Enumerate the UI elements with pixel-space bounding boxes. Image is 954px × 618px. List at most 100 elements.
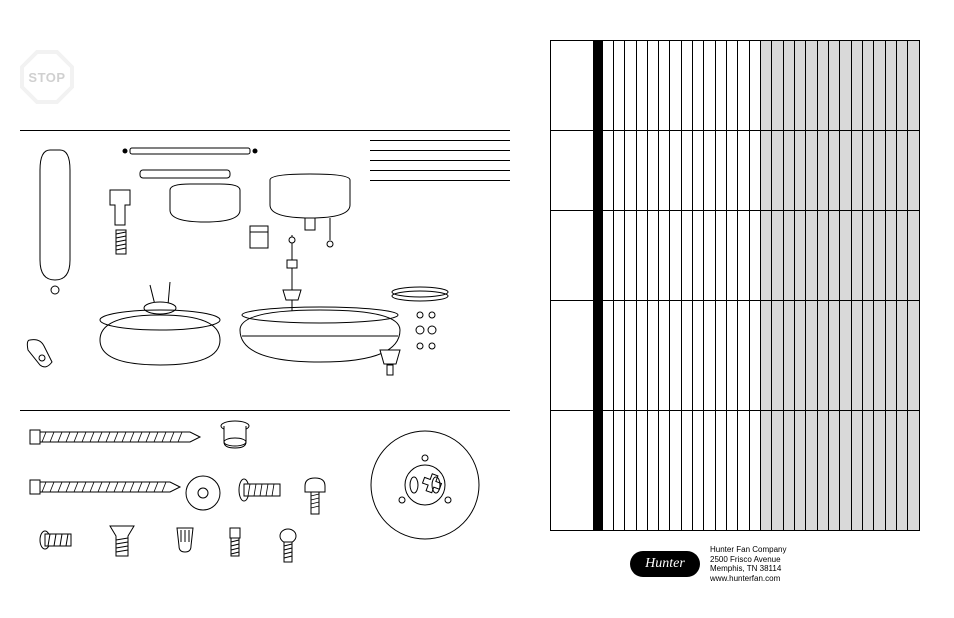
table-cell xyxy=(795,411,806,531)
ring-icon xyxy=(429,312,435,318)
table-cell xyxy=(772,211,783,301)
stop-sign: STOP xyxy=(20,50,74,104)
table-cell xyxy=(636,41,647,131)
table-row xyxy=(551,41,920,131)
table-cell xyxy=(670,301,681,411)
table-cell xyxy=(636,411,647,531)
page: STOP xyxy=(0,0,954,618)
table-cell xyxy=(681,411,692,531)
table-cell xyxy=(693,41,704,131)
table-cell xyxy=(693,131,704,211)
table-cell xyxy=(625,211,636,301)
table-cell xyxy=(749,301,760,411)
table-cell xyxy=(681,131,692,211)
table-cell xyxy=(829,131,840,211)
table-cell xyxy=(874,301,885,411)
table-cell xyxy=(602,411,613,531)
flat-screw-icon xyxy=(110,526,134,556)
pan-screw-icon xyxy=(305,478,325,514)
table-cell xyxy=(851,211,862,301)
table-cell xyxy=(704,41,715,131)
table-cell xyxy=(636,301,647,411)
table-cell xyxy=(840,41,851,131)
table-cell xyxy=(829,411,840,531)
table-cell xyxy=(704,301,715,411)
table-cell xyxy=(783,411,794,531)
table-cell xyxy=(647,41,658,131)
table-cell xyxy=(863,41,874,131)
table-cell xyxy=(670,411,681,531)
table-cell xyxy=(761,41,772,131)
table-cell xyxy=(625,131,636,211)
table-cell xyxy=(783,131,794,211)
table-cell xyxy=(863,411,874,531)
table-cell xyxy=(863,301,874,411)
table-cell xyxy=(783,301,794,411)
table-cell xyxy=(693,301,704,411)
table-cell xyxy=(738,411,749,531)
table-cell xyxy=(647,411,658,531)
table-cell xyxy=(829,301,840,411)
table-cell xyxy=(874,41,885,131)
wire-nut-icon xyxy=(177,528,193,552)
table-cell xyxy=(851,301,862,411)
table-cell xyxy=(897,411,908,531)
table-cell xyxy=(704,411,715,531)
table-cell xyxy=(874,211,885,301)
table-cell xyxy=(636,131,647,211)
trim-icon xyxy=(140,170,230,178)
spool-icon xyxy=(221,421,249,448)
table-cell xyxy=(625,301,636,411)
table-cell xyxy=(885,301,896,411)
table-cell xyxy=(681,211,692,301)
blade-hole-icon xyxy=(51,286,59,294)
table-cell xyxy=(863,131,874,211)
mount-plate-icon xyxy=(371,431,479,539)
hunter-logo: Hunter xyxy=(630,551,700,577)
address-line: Hunter Fan Company xyxy=(710,545,786,555)
divider-mid xyxy=(20,410,510,411)
table-cell xyxy=(727,411,738,531)
table-cell xyxy=(874,131,885,211)
table-cell xyxy=(659,301,670,411)
table-cell xyxy=(727,211,738,301)
table-cell xyxy=(594,411,602,531)
table-cell xyxy=(602,131,613,211)
logo-text: Hunter xyxy=(645,556,685,572)
table-cell xyxy=(715,301,726,411)
table-cell xyxy=(885,211,896,301)
table-cell xyxy=(795,41,806,131)
table-cell xyxy=(806,131,817,211)
table-cell xyxy=(897,41,908,131)
table-cell xyxy=(594,211,602,301)
table-row xyxy=(551,211,920,301)
table-cell xyxy=(795,131,806,211)
table-cell xyxy=(551,41,594,131)
table-cell xyxy=(761,301,772,411)
table-cell xyxy=(829,41,840,131)
table-cell xyxy=(897,301,908,411)
table-cell xyxy=(681,301,692,411)
table-cell xyxy=(594,41,602,131)
table-cell xyxy=(851,131,862,211)
table-cell xyxy=(908,41,920,131)
table-cell xyxy=(761,411,772,531)
table-cell xyxy=(715,131,726,211)
table-cell xyxy=(783,211,794,301)
washer-icon xyxy=(186,476,220,510)
table-cell xyxy=(851,41,862,131)
canopy-icon xyxy=(170,184,240,222)
parts-table xyxy=(550,40,920,530)
table-cell xyxy=(840,211,851,301)
table-cell xyxy=(659,41,670,131)
table-cell xyxy=(897,211,908,301)
table-cell xyxy=(551,411,594,531)
table-cell xyxy=(840,411,851,531)
ring-icon xyxy=(429,343,435,349)
table-cell xyxy=(670,211,681,301)
table-cell xyxy=(806,411,817,531)
table-cell xyxy=(772,411,783,531)
table-cell xyxy=(761,131,772,211)
table-cell xyxy=(727,301,738,411)
table-cell xyxy=(749,211,760,301)
